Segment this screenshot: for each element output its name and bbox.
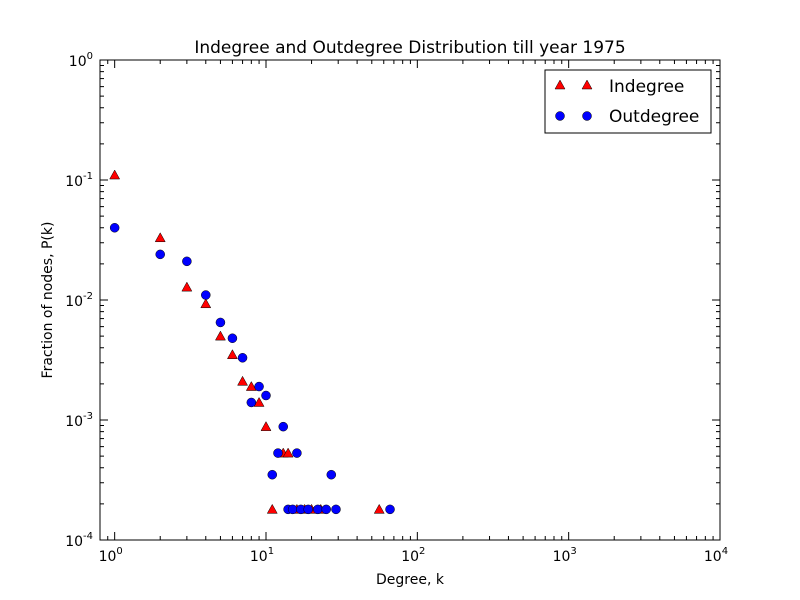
outdegree-point xyxy=(109,223,120,233)
outdegree-point xyxy=(292,448,302,458)
chart-title: Indegree and Outdegree Distribution till… xyxy=(194,38,625,58)
outdegree-point xyxy=(331,504,341,515)
outdegree-point xyxy=(321,504,331,515)
legend-label-indegree: Indegree xyxy=(609,77,684,97)
plot-frame xyxy=(99,59,721,541)
indegree-point xyxy=(373,503,385,514)
plot-area xyxy=(100,60,720,540)
x-tick-labels: 100 101 102 103 104 xyxy=(99,546,729,565)
outdegree-point xyxy=(227,333,238,344)
outdegree-point xyxy=(201,290,211,300)
outdegree-point xyxy=(215,317,226,328)
indegree-point xyxy=(181,281,193,292)
outdegree-point xyxy=(267,469,278,480)
y-tick-label: 10-1 xyxy=(65,171,93,190)
legend-circle-marker-1 xyxy=(555,111,565,121)
y-axis-title: Fraction of nodes, P(k) xyxy=(40,222,56,379)
indegree-point xyxy=(253,396,265,407)
y-tick-label: 10-3 xyxy=(65,411,93,430)
indegree-point xyxy=(109,169,121,180)
axis-ticks xyxy=(99,59,721,541)
legend-triangle-marker-1 xyxy=(554,79,566,90)
legend-triangle-marker-2 xyxy=(581,79,593,90)
outdegree-point xyxy=(261,390,271,401)
y-tick-label: 10-2 xyxy=(65,291,93,310)
legend-box xyxy=(544,69,712,134)
outdegree-point xyxy=(278,421,288,432)
indegree-point xyxy=(266,503,278,514)
data-marks xyxy=(109,169,395,515)
outdegree-point xyxy=(254,381,264,392)
outdegree-point xyxy=(155,249,165,260)
indegree-point xyxy=(215,330,226,341)
indegree-point xyxy=(227,349,238,359)
indegree-point xyxy=(245,381,257,391)
outdegree-point xyxy=(326,469,337,480)
outdegree-point xyxy=(287,504,298,515)
x-tick-label: 100 xyxy=(99,546,123,565)
x-tick-label: 101 xyxy=(250,546,274,565)
legend: Indegree Outdegree xyxy=(544,69,712,134)
indegree-point xyxy=(154,232,166,243)
indegree-point xyxy=(200,298,212,309)
indegree-point xyxy=(260,421,272,431)
indegree-point xyxy=(237,375,248,386)
x-tick-label: 104 xyxy=(704,546,728,565)
outdegree-point xyxy=(273,448,283,458)
outdegree-point xyxy=(385,504,395,515)
x-axis-title: Degree, k xyxy=(376,572,445,588)
y-tick-label: 100 xyxy=(69,51,93,70)
legend-label-outdegree: Outdegree xyxy=(609,107,699,127)
y-tick-label: 10-4 xyxy=(65,531,93,550)
outdegree-point xyxy=(313,504,323,515)
legend-circle-marker-2 xyxy=(582,111,592,121)
outdegree-point xyxy=(303,504,313,515)
indegree-point xyxy=(282,447,294,458)
x-tick-label: 103 xyxy=(553,546,577,565)
outdegree-point xyxy=(246,397,257,408)
x-tick-label: 102 xyxy=(401,546,425,565)
y-tick-labels: 10-4 10-3 10-2 10-1 100 xyxy=(65,51,93,550)
outdegree-point xyxy=(182,256,192,267)
outdegree-point xyxy=(237,353,248,363)
